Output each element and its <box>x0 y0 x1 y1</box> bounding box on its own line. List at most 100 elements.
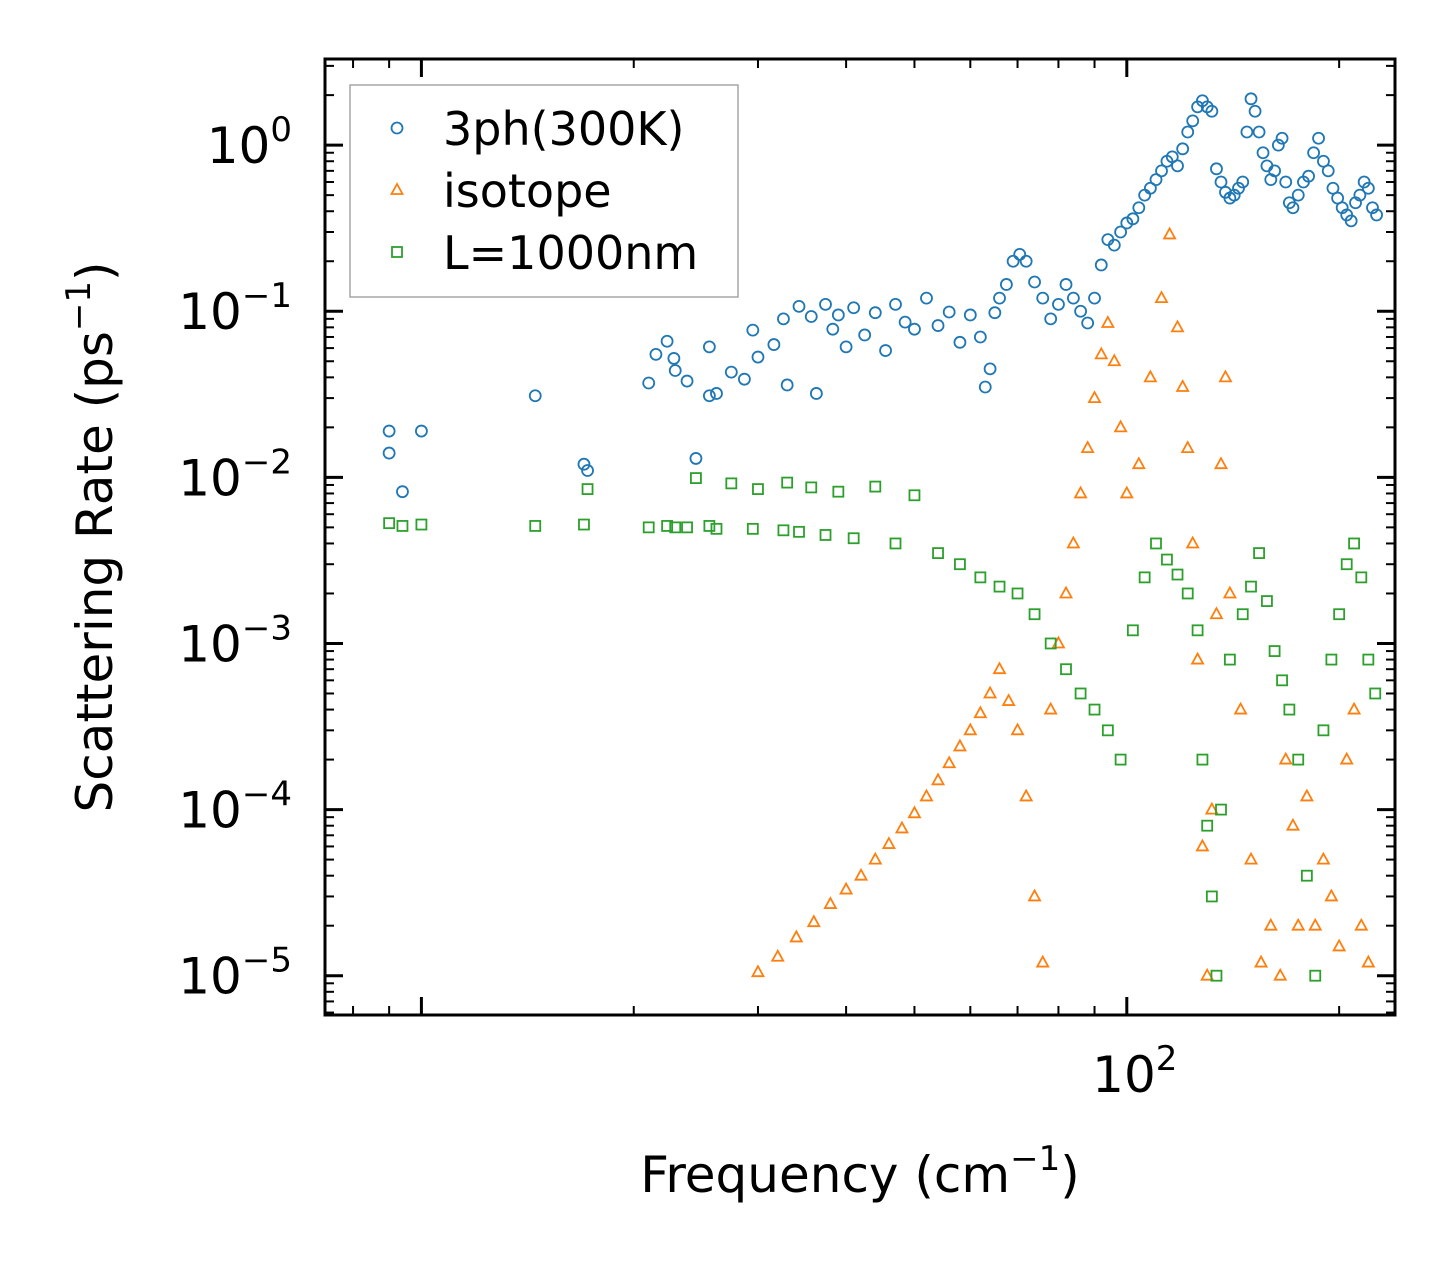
tick-exponent: −1 <box>242 276 292 316</box>
data-point <box>1143 181 1157 195</box>
data-point <box>993 580 1006 593</box>
data-point <box>1233 701 1248 715</box>
data-point <box>1227 188 1241 202</box>
data-point <box>1205 890 1218 903</box>
data-point <box>1074 687 1087 700</box>
data-point <box>1209 606 1224 620</box>
tick-base: 10 <box>178 615 242 673</box>
x-axis-label-text: Frequency (cm <box>640 1146 1010 1204</box>
data-point <box>1369 687 1382 700</box>
tick-base: 10 <box>178 449 242 507</box>
data-point <box>993 291 1006 305</box>
data-point <box>792 299 806 313</box>
data-point <box>831 308 845 322</box>
data-point <box>1074 304 1087 318</box>
data-point <box>1171 159 1184 173</box>
y-axis-label-text: Scattering Rate (ps <box>66 331 124 812</box>
y-tick-label: 10−4 <box>178 775 292 840</box>
data-point <box>724 365 738 379</box>
data-point <box>725 477 738 490</box>
tick-exponent: −3 <box>242 608 292 648</box>
data-point <box>1201 819 1214 832</box>
x-axis-label-sup: −1 <box>1010 1139 1060 1179</box>
data-point <box>1195 838 1210 852</box>
data-point <box>879 344 892 357</box>
data-point <box>1214 175 1228 189</box>
data-point <box>1370 208 1383 222</box>
data-point <box>931 319 945 332</box>
data-point <box>1006 254 1020 268</box>
data-point <box>974 571 987 584</box>
data-point <box>1132 201 1146 215</box>
legend-label: L=1000nm <box>443 226 698 280</box>
data-point <box>1243 851 1259 865</box>
tick-base: 10 <box>178 782 242 840</box>
data-point <box>1081 316 1095 330</box>
data-point <box>1205 104 1219 118</box>
y-tick-label: 10−3 <box>178 608 292 673</box>
data-point <box>529 520 542 532</box>
data-point <box>1107 353 1122 367</box>
data-point <box>1333 608 1346 621</box>
data-point <box>1044 312 1058 326</box>
data-point <box>1113 419 1128 433</box>
data-point <box>839 881 854 895</box>
data-point <box>919 788 934 802</box>
y-tick-label: 10−5 <box>178 941 292 1006</box>
data-point <box>1073 485 1088 499</box>
tick-exponent: 0 <box>270 110 292 150</box>
data-point <box>1278 751 1293 765</box>
data-point <box>868 306 882 320</box>
data-point <box>1273 967 1288 981</box>
data-point <box>1245 580 1257 593</box>
data-point <box>953 335 967 349</box>
data-point <box>1154 290 1169 303</box>
data-point <box>1162 226 1177 240</box>
data-point <box>823 896 838 909</box>
data-point <box>1268 645 1281 657</box>
data-point <box>1094 258 1108 272</box>
data-point <box>1309 969 1322 982</box>
data-point <box>642 376 656 390</box>
data-point <box>932 547 944 559</box>
data-point <box>1119 485 1134 499</box>
data-point <box>854 867 869 881</box>
data-point <box>1010 722 1025 736</box>
data-point <box>954 558 966 571</box>
data-point <box>1036 291 1050 305</box>
data-point <box>1248 104 1262 118</box>
data-point <box>1143 369 1158 383</box>
data-point <box>804 310 818 323</box>
data-point <box>660 334 674 348</box>
data-point <box>780 378 794 392</box>
data-point <box>1043 701 1058 715</box>
data-point <box>1019 788 1034 802</box>
data-point <box>826 322 840 336</box>
data-point <box>1190 651 1205 665</box>
data-point <box>809 387 823 400</box>
data-point <box>1101 724 1114 737</box>
data-point <box>661 520 674 532</box>
series-0 <box>382 92 1383 499</box>
y-tick-label: 10−2 <box>178 442 292 507</box>
legend-marker <box>390 121 404 135</box>
data-point <box>1291 917 1306 931</box>
data-point <box>689 452 703 465</box>
y-tick-label: 100 <box>207 110 292 175</box>
data-point <box>1271 138 1285 152</box>
data-point <box>396 485 409 499</box>
data-point <box>1292 753 1305 766</box>
data-point <box>1299 788 1314 802</box>
data-point <box>1218 369 1233 383</box>
data-point <box>1175 379 1190 392</box>
data-point <box>793 525 805 538</box>
data-point <box>1283 703 1296 716</box>
data-point <box>847 532 860 545</box>
series-1 <box>750 226 1376 981</box>
data-point <box>1028 275 1041 289</box>
data-point <box>963 722 978 736</box>
data-point <box>1317 724 1330 737</box>
data-point <box>1347 701 1362 715</box>
data-point <box>668 364 682 377</box>
